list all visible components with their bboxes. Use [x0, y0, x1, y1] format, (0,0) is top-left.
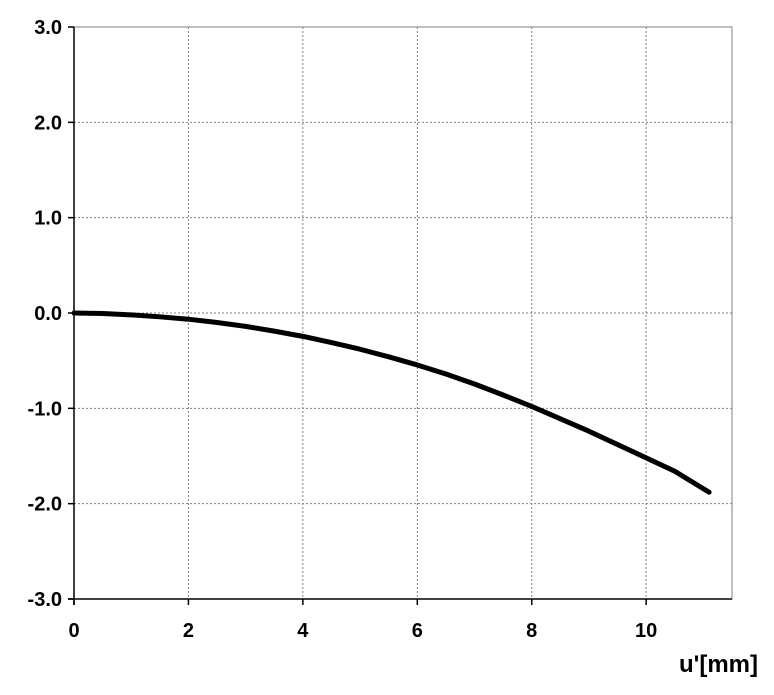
x-tick-label: 8	[526, 620, 537, 642]
x-tick-label: 6	[412, 620, 423, 642]
grid	[74, 27, 732, 599]
axes	[68, 27, 732, 605]
y-tick-label: -1.0	[28, 398, 62, 420]
x-axis-ticks: 0 2 4 6 8 10	[68, 599, 657, 642]
y-axis-ticks: -3.0 -2.0 -1.0 0.0 1.0 2.0 3.0	[28, 17, 74, 611]
y-tick-label: 1.0	[34, 208, 62, 230]
y-tick-label: 2.0	[34, 112, 62, 134]
x-axis-title: u'[mm]	[679, 651, 758, 678]
x-tick-label: 10	[635, 620, 657, 642]
y-tick-label: 3.0	[34, 17, 62, 39]
x-tick-label: 2	[183, 620, 194, 642]
x-tick-label: 4	[297, 620, 309, 642]
x-tick-label: 0	[68, 620, 79, 642]
series-line	[71, 310, 712, 495]
y-tick-label: -2.0	[28, 494, 62, 516]
series-layer	[71, 310, 712, 495]
y-tick-label: 0.0	[34, 303, 62, 325]
y-tick-label: -3.0	[28, 589, 62, 611]
